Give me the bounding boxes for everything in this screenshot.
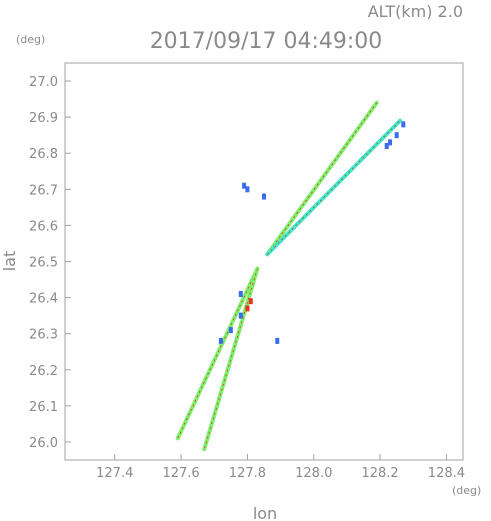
- chart-title: 2017/09/17 04:49:00: [150, 29, 383, 54]
- y-tick-label: 26.3: [29, 328, 58, 343]
- data-marks: [175, 100, 406, 452]
- x-unit-label: (deg): [452, 484, 481, 497]
- y-tick-label: 26.6: [29, 219, 58, 234]
- x-axis-title: lon: [253, 504, 277, 521]
- x-tick-label: 127.6: [162, 466, 199, 481]
- y-tick-label: 26.7: [29, 183, 58, 198]
- radar-beam: [265, 100, 379, 257]
- echo-point: [262, 193, 266, 200]
- y-tick-label: 26.9: [29, 111, 58, 126]
- y-tick-label: 26.2: [29, 364, 58, 379]
- echo-point: [248, 298, 253, 305]
- echo-point: [394, 132, 399, 139]
- y-tick-label: 26.8: [29, 147, 58, 162]
- x-tick-label: 128.2: [361, 466, 398, 481]
- y-tick-label: 27.0: [29, 75, 58, 90]
- echo-point: [384, 143, 389, 150]
- echo-point: [242, 182, 247, 189]
- y-tick-label: 26.0: [29, 436, 58, 451]
- radar-beam: [202, 266, 260, 452]
- y-tick-label: 26.1: [29, 400, 58, 415]
- x-tick-label: 127.4: [96, 466, 133, 481]
- axis-ticks: 127.4 127.6 127.8 128.0 128.2 128.4 26.0 26.1 26…: [29, 75, 465, 481]
- x-tick-label: 128.0: [295, 466, 332, 481]
- echo-point: [228, 327, 233, 334]
- radar-beam-edge: [267, 120, 401, 255]
- echo-point: [238, 290, 243, 297]
- radar-beam: [265, 118, 402, 257]
- y-axis-title: lat: [0, 251, 19, 272]
- y-tick-label: 26.4: [29, 292, 58, 307]
- echo-point: [245, 186, 250, 193]
- y-unit-label: (deg): [16, 33, 45, 46]
- y-tick-label: 26.5: [29, 256, 58, 271]
- echo-point: [245, 305, 250, 312]
- echo-point: [238, 312, 243, 319]
- x-tick-label: 128.4: [428, 466, 465, 481]
- echo-point: [401, 121, 406, 128]
- alt-label: ALT(km) 2.0: [368, 2, 463, 21]
- echo-point: [218, 337, 223, 344]
- echo-point: [388, 139, 393, 146]
- radar-beam-edge: [266, 102, 378, 255]
- radar-beam-edge: [203, 268, 258, 450]
- echo-point: [275, 337, 280, 344]
- radar-beam-edge: [177, 268, 258, 439]
- x-tick-label: 127.8: [229, 466, 266, 481]
